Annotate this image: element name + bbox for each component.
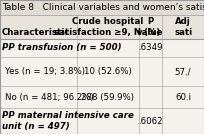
Bar	[0, 86, 204, 108]
Text: 60.i: 60.i	[175, 93, 191, 102]
Text: .6349: .6349	[138, 43, 163, 52]
Text: Adj
sati: Adj sati	[174, 17, 192, 37]
Bar	[0, 15, 204, 39]
Bar	[0, 39, 204, 57]
Text: Characteristic: Characteristic	[2, 28, 70, 37]
Text: Table 8   Clinical variables and women’s satisfaction with hc: Table 8 Clinical variables and women’s s…	[2, 3, 204, 12]
Bar	[0, 0, 204, 15]
Text: 10 (52.6%): 10 (52.6%)	[84, 67, 132, 76]
Text: PP transfusion (n = 500): PP transfusion (n = 500)	[2, 43, 122, 52]
Bar	[0, 57, 204, 86]
Text: 57./: 57./	[175, 67, 191, 76]
Text: No (n = 481; 96.2%): No (n = 481; 96.2%)	[5, 93, 94, 102]
Text: Crude hospital
satisfaction ≥9, N (%): Crude hospital satisfaction ≥9, N (%)	[54, 17, 161, 37]
Text: PP maternal intensive care
unit (n = 497): PP maternal intensive care unit (n = 497…	[2, 111, 134, 131]
Text: .6062: .6062	[138, 117, 163, 126]
Text: Yes (n = 19; 3.8%): Yes (n = 19; 3.8%)	[5, 67, 85, 76]
Bar	[0, 108, 204, 134]
Text: P
value: P value	[137, 17, 164, 37]
Text: 288 (59.9%): 288 (59.9%)	[81, 93, 134, 102]
